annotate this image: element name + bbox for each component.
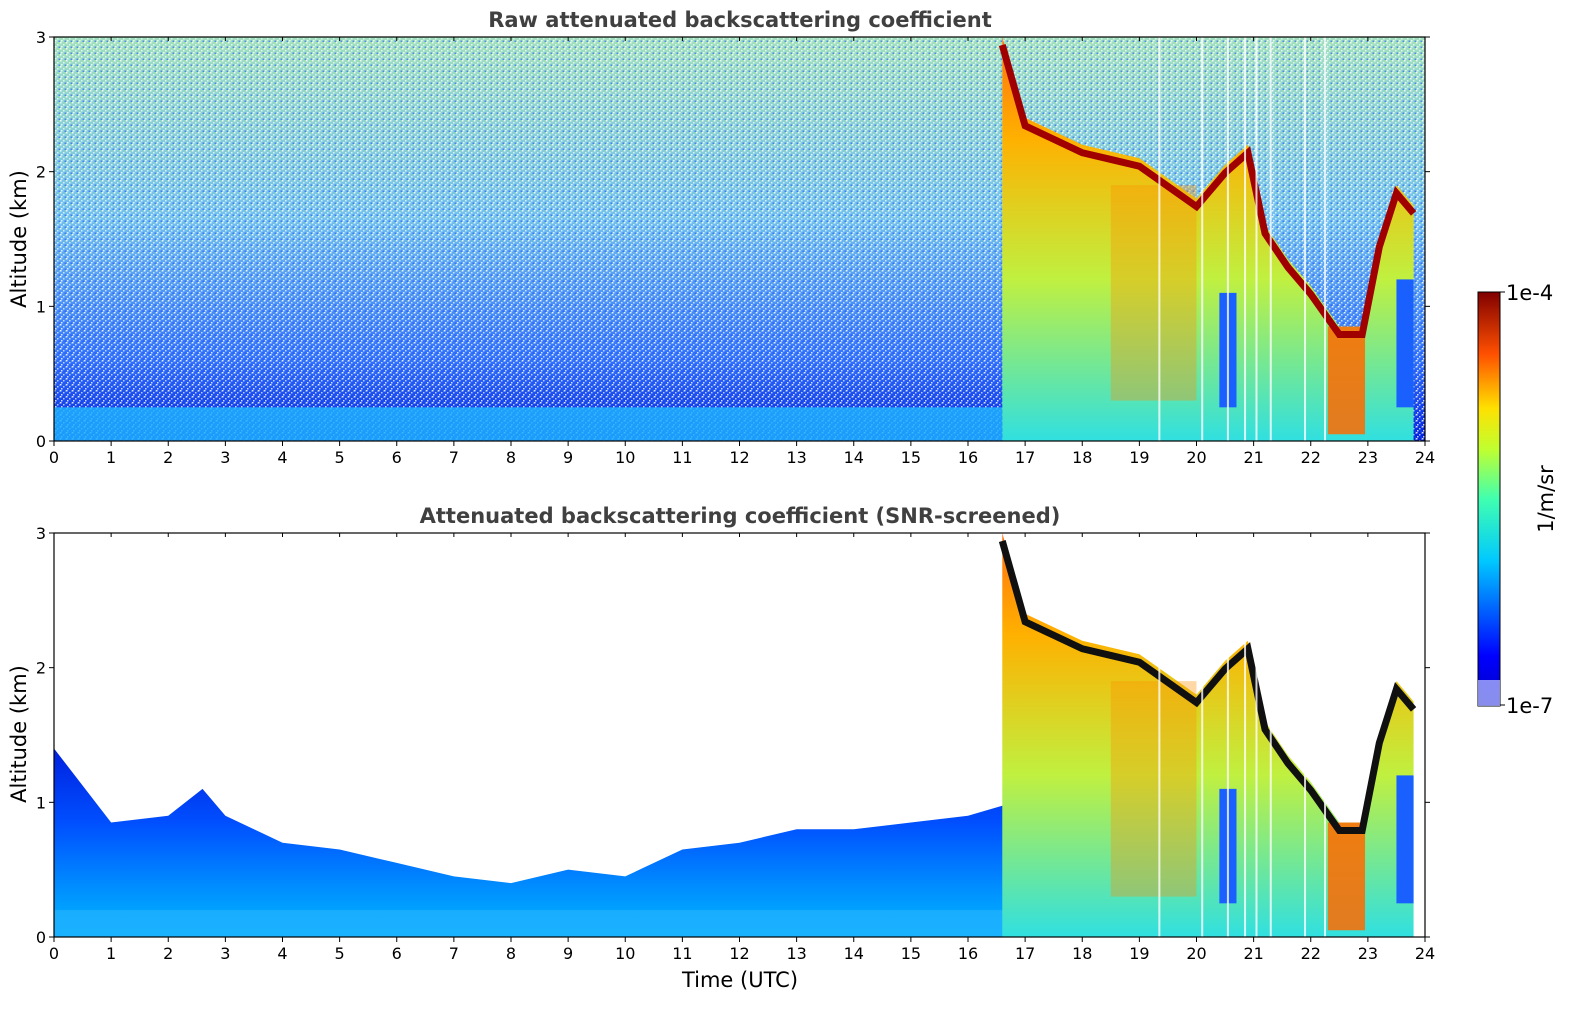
cloud-gap [1396, 279, 1414, 408]
x-tick-label: 2 [163, 944, 173, 963]
x-tick-label: 12 [729, 448, 749, 467]
boundary-layer [54, 748, 1020, 937]
x-tick-label: 15 [901, 448, 921, 467]
x-tick-label: 4 [277, 448, 287, 467]
x-tick-label: 4 [277, 944, 287, 963]
y-tick-label: 0 [36, 432, 46, 451]
x-tick-label: 0 [49, 448, 59, 467]
x-tick-label: 21 [1243, 448, 1263, 467]
x-tick-label: 8 [506, 448, 516, 467]
y-tick-label: 0 [36, 928, 46, 947]
surface-layer [54, 407, 1026, 441]
y-tick-label: 1 [36, 297, 46, 316]
x-tick-label: 5 [335, 448, 345, 467]
x-tick-label: 17 [1015, 448, 1035, 467]
x-tick-label: 23 [1358, 944, 1378, 963]
x-tick-label: 6 [392, 448, 402, 467]
x-tick-label: 3 [220, 448, 230, 467]
colorbar: 1e-4 1e-7 1/m/sr [1477, 281, 1558, 718]
surface-layer [54, 910, 1026, 937]
y-tick-label: 2 [36, 659, 46, 678]
x-tick-label: 1 [106, 448, 116, 467]
colorbar-label: 1/m/sr [1534, 465, 1558, 533]
chart-title: Attenuated backscattering coefficient (S… [420, 504, 1061, 528]
x-tick-label: 11 [672, 448, 692, 467]
x-tick-label: 19 [1129, 944, 1149, 963]
cloud-core [1110, 185, 1197, 401]
x-tick-label: 11 [672, 944, 692, 963]
cloud-top-edge [998, 44, 1417, 339]
x-tick-label: 12 [729, 944, 749, 963]
cloud-gap [1396, 775, 1414, 904]
x-tick-label: 20 [1186, 448, 1206, 467]
colorbar-min-label: 1e-7 [1506, 694, 1553, 718]
axes: 0 1 2 3 4 5 6 7 8 9 10 11 12 13 14 15 16 17 18 19 20 21 22 23 24… [36, 28, 1435, 467]
x-tick-label: 13 [786, 944, 806, 963]
x-tick-label: 10 [615, 448, 635, 467]
x-tick-label: 8 [506, 944, 516, 963]
x-tick-label: 3 [220, 944, 230, 963]
x-tick-label: 16 [958, 448, 978, 467]
x-tick-label: 23 [1358, 448, 1378, 467]
x-tick-label: 18 [1072, 448, 1092, 467]
rain-column [1327, 822, 1366, 931]
cloud-region [1002, 533, 1414, 937]
x-tick-label: 24 [1415, 448, 1435, 467]
cloud-core [1110, 681, 1197, 897]
axes: 0 1 2 3 4 5 6 7 8 9 10 11 12 13 14 15 16 17 18 19 20 21 22 23 24… [36, 524, 1435, 963]
noise-texture [54, 37, 1014, 441]
x-tick-label: 19 [1129, 448, 1149, 467]
x-tick-label: 22 [1301, 448, 1321, 467]
x-tick-label: 24 [1415, 944, 1435, 963]
x-tick-label: 9 [563, 944, 573, 963]
cloud-top-edge [998, 540, 1417, 835]
x-tick-label: 1 [106, 944, 116, 963]
x-axis-label: Time (UTC) [681, 968, 798, 992]
y-tick-label: 3 [36, 524, 46, 543]
y-tick-label: 1 [36, 793, 46, 812]
x-tick-label: 10 [615, 944, 635, 963]
plot-area [54, 37, 1425, 441]
x-tick-label: 13 [786, 448, 806, 467]
x-tick-label: 18 [1072, 944, 1092, 963]
x-tick-label: 6 [392, 944, 402, 963]
x-tick-label: 14 [844, 448, 864, 467]
x-tick-label: 22 [1301, 944, 1321, 963]
x-tick-label: 17 [1015, 944, 1035, 963]
colorbar-gradient [1477, 291, 1501, 707]
colorbar-low-band [1478, 680, 1500, 706]
y-tick-label: 3 [36, 28, 46, 47]
y-axis-label: Altitude (km) [7, 665, 31, 803]
plot-area [54, 533, 1417, 937]
colorbar-max-label: 1e-4 [1506, 281, 1553, 305]
rain-column [1327, 326, 1366, 435]
chart-title: Raw attenuated backscattering coefficien… [488, 8, 992, 32]
x-tick-label: 20 [1186, 944, 1206, 963]
x-tick-label: 15 [901, 944, 921, 963]
x-tick-label: 0 [49, 944, 59, 963]
x-tick-label: 9 [563, 448, 573, 467]
x-tick-label: 14 [844, 944, 864, 963]
x-tick-label: 16 [958, 944, 978, 963]
y-tick-label: 2 [36, 163, 46, 182]
y-axis-label: Altitude (km) [7, 170, 31, 308]
x-tick-label: 7 [449, 944, 459, 963]
cloud-region [1002, 37, 1414, 441]
snr-screened-panel: Attenuated backscattering coefficient (S… [7, 504, 1435, 992]
raw-backscatter-panel: Raw attenuated backscattering coefficien… [7, 8, 1435, 467]
x-tick-label: 2 [163, 448, 173, 467]
x-tick-label: 21 [1243, 944, 1263, 963]
x-tick-label: 7 [449, 448, 459, 467]
x-tick-label: 5 [335, 944, 345, 963]
